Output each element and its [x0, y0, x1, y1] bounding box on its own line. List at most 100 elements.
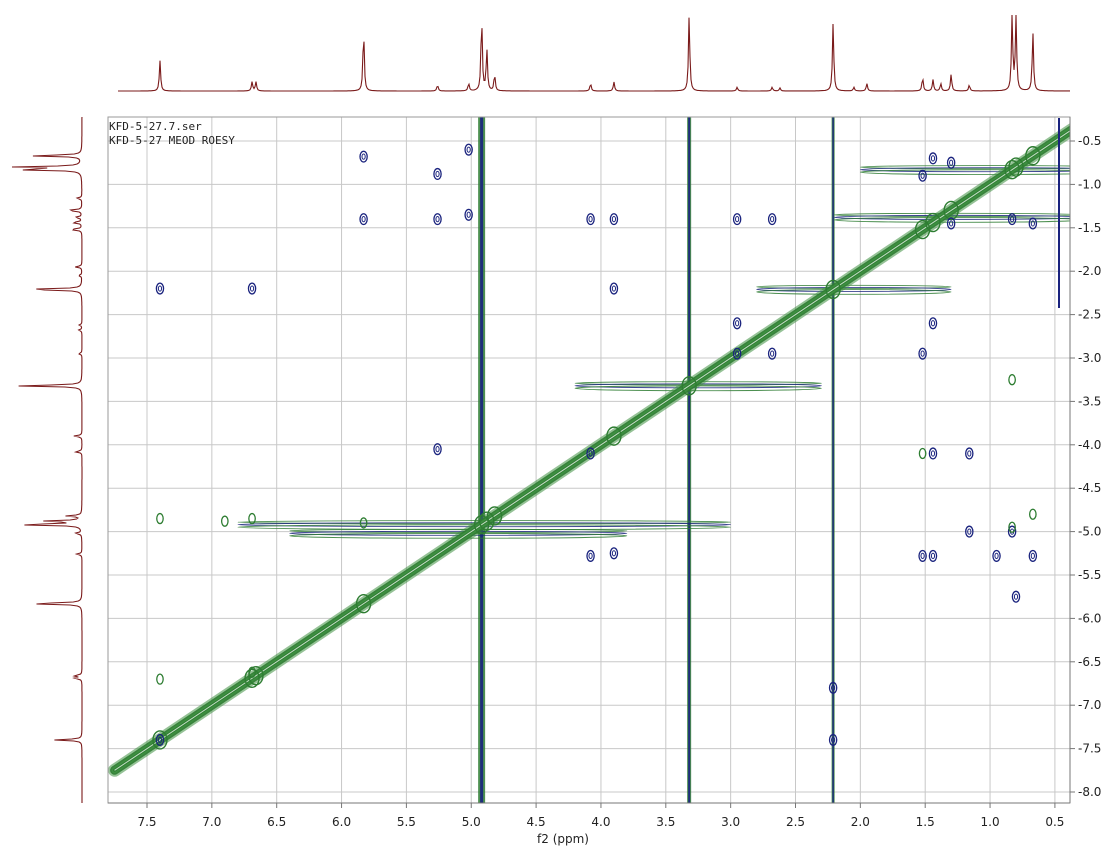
x-tick-label: 4.0 [591, 815, 610, 829]
x-tick-label: 2.0 [851, 815, 870, 829]
cross-peak-negative-inner [1009, 216, 1015, 223]
cross-peak-negative-inner [611, 285, 617, 292]
x-tick-label: 2.5 [786, 815, 805, 829]
cross-peak-negative [918, 169, 927, 182]
x-tick-label: 4.5 [527, 815, 546, 829]
ridge-contour [859, 165, 1070, 170]
intensity-scale-bar [1058, 118, 1060, 308]
cross-peak-negative-inner [1030, 220, 1035, 227]
cross-peak-negative [965, 447, 974, 460]
diagonal-peak [1008, 157, 1024, 177]
cross-peak-negative-inner [770, 216, 775, 223]
cross-peak-negative-inner [930, 320, 936, 327]
cross-peak-negative-inner [435, 446, 440, 453]
ridge-contour [289, 528, 628, 533]
legend-line-2: KFD-5-27 MEOD ROESY [109, 134, 235, 147]
cross-peak-negative [992, 549, 1001, 562]
cross-peak-negative [247, 282, 257, 295]
cross-peak-negative [609, 282, 619, 295]
y-tick-label: -7.5 [1078, 742, 1101, 756]
cross-peak-negative [965, 525, 974, 538]
cross-peak-positive [1029, 508, 1037, 520]
diagonal-peak [248, 665, 264, 686]
cross-peak-negative-inner [831, 684, 836, 691]
cross-peak-negative-inner [157, 285, 163, 292]
cross-peak-negative [928, 317, 938, 330]
f2-projection [118, 14, 1070, 92]
cross-peak-negative-inner [735, 320, 740, 327]
y-tick-label: -6.5 [1078, 655, 1101, 669]
y-tick-label: -4.5 [1078, 481, 1101, 495]
cross-peak-positive [1008, 374, 1016, 386]
f1-projection-trace [11, 116, 83, 803]
x-tick-label: 6.5 [267, 815, 286, 829]
cross-peak-positive [248, 512, 256, 525]
cross-peak-negative [433, 443, 442, 456]
x-tick-label: 7.5 [137, 815, 156, 829]
cross-peak-negative [433, 213, 442, 226]
cross-peak-negative [433, 167, 442, 181]
y-tick-label: -8.0 [1078, 785, 1101, 799]
cross-peak-negative [1007, 525, 1017, 538]
ridge-contour [859, 169, 1070, 175]
y-tick-label: -0.5 [1078, 134, 1101, 148]
cross-peak-negative-inner [770, 350, 775, 357]
cross-peak-negative [928, 549, 938, 562]
cross-peak-negative [918, 549, 927, 562]
cross-peak-negative-inner [361, 153, 366, 160]
cross-peak-negative-inner [249, 285, 255, 292]
diagonal-peak [486, 506, 503, 526]
cross-peak-negative-inner [920, 350, 925, 357]
y-tick-label: -1.0 [1078, 177, 1101, 191]
cross-peak-negative-inner [920, 552, 925, 560]
cross-peak-positive [918, 447, 927, 460]
diagonal-peak [914, 219, 931, 240]
cross-peak-negative-inner [735, 350, 740, 357]
cross-peak-negative [609, 547, 619, 560]
cross-peak-negative-inner [967, 528, 972, 535]
cross-peak-negative-inner [949, 159, 954, 166]
cross-peak-negative-inner [920, 172, 925, 179]
cross-peak-negative [828, 681, 838, 694]
y-tick-label: -2.0 [1078, 264, 1101, 278]
cross-peak-negative-inner [588, 552, 593, 560]
ridge-contour [833, 217, 1070, 223]
cross-peak-negative-inner [588, 450, 593, 457]
cross-peak-negative [155, 733, 165, 746]
diagonal-peak [1025, 146, 1041, 166]
cross-peak-negative [359, 213, 368, 226]
diagonal-core [114, 130, 1070, 771]
y-tick-label: -7.0 [1078, 698, 1101, 712]
diagonal-peak [606, 426, 622, 446]
ridge-contour [859, 167, 1070, 173]
diagonal-peak [479, 511, 495, 531]
cross-peak-negative-inner [967, 450, 972, 457]
cross-peak-negative-inner [930, 450, 936, 457]
diagonal-peak [355, 593, 372, 614]
y-tick-label: -2.5 [1078, 308, 1101, 322]
streak-negative [480, 117, 484, 803]
x-tick-label: 1.0 [981, 815, 1000, 829]
cross-peak-negative [928, 152, 938, 165]
cross-peak-negative [946, 217, 956, 230]
y-tick-label: -6.0 [1078, 611, 1101, 625]
cross-peak-negative-inner [435, 170, 440, 178]
x-axis: 7.5 7.0 6.5 6.0 5.5 5.0 4.5 4.0 3.5 3.0 2.5 2.0 1.5 1… [108, 802, 1070, 829]
cross-peak-negative [464, 208, 473, 221]
cross-peak-negative-inner [466, 211, 471, 218]
streak-negative [832, 117, 834, 803]
y-tick-label: -5.0 [1078, 525, 1101, 539]
cross-peak-negative-inner [1030, 552, 1035, 560]
x-tick-label: 0.5 [1045, 815, 1064, 829]
y-tick-label: -3.0 [1078, 351, 1101, 365]
cross-peak-negative [828, 733, 838, 746]
cross-peak-negative [586, 447, 595, 460]
cross-peak-negative [1007, 213, 1017, 226]
f2-projection-trace [118, 14, 1070, 92]
diagonal-peak [681, 376, 697, 396]
cross-peak-negative-inner [949, 220, 954, 227]
cross-peak-negative [767, 213, 777, 226]
contour-layer [108, 117, 1070, 803]
x-tick-label: 1.5 [916, 815, 935, 829]
